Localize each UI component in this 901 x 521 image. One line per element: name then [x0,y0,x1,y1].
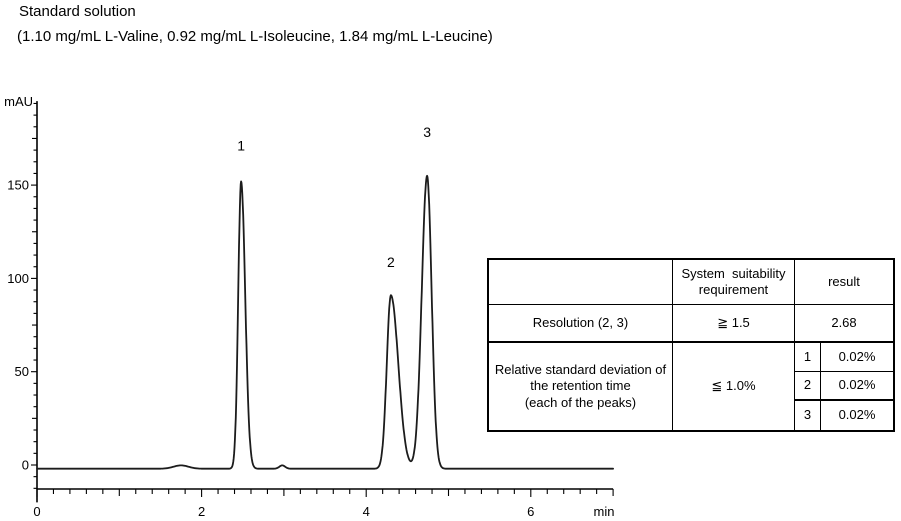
x-tick-label: 2 [198,504,205,519]
y-tick-label: 50 [15,364,29,379]
rsd-result-peak-2-value: 0.02% [821,372,893,401]
rsd-result-peak-2-number: 2 [795,372,821,401]
resolution-result: 2.68 [795,305,893,343]
peak-label: 2 [387,254,395,270]
y-tick-label: 150 [7,178,29,193]
rsd-label-text: Relative standard deviation of the reten… [494,362,667,410]
resolution-result-text: 2.68 [831,314,857,330]
y-tick-label: 100 [7,271,29,286]
page-title: Standard solution [19,3,136,20]
rsd-peak-1-value-text: 0.02% [838,348,876,364]
rsd-result-peak-3-number: 3 [795,401,821,430]
x-tick-label: 4 [363,504,370,519]
page-subtitle: (1.10 mg/mL L-Valine, 0.92 mg/mL L-Isole… [17,28,493,45]
rsd-result-subtable: 1 0.02% 2 0.02% 3 0.02% [795,343,893,430]
y-axis-ticks [31,102,37,489]
rsd-peak-2-number-text: 2 [803,377,812,393]
table-header-result-text: result [828,273,860,289]
rsd-result-peak-1-value: 0.02% [821,343,893,372]
table-header-empty [489,260,673,305]
y-axis-labels: 0 50 100 150 mAU [4,94,33,473]
resolution-row-label: Resolution (2, 3) [489,305,673,343]
peak-label: 3 [423,124,431,140]
chromatogram-trace [36,174,614,470]
x-tick-label: 6 [527,504,534,519]
y-axis-unit-label: mAU [4,94,33,109]
system-suitability-table: System suitability requirement result Re… [487,258,895,432]
rsd-peak-2-value-text: 0.02% [838,377,876,393]
x-axis-unit-label: min [594,504,615,519]
table-header-requirement: System suitability requirement [673,260,795,305]
rsd-peak-3-value-text: 0.02% [838,407,876,423]
rsd-result-peak-3-value: 0.02% [821,401,893,430]
table-header-result: result [795,260,893,305]
rsd-requirement: ≦ 1.0% [673,343,795,430]
peak-labels: 1 2 3 [237,124,431,270]
x-axis-ticks [36,489,614,497]
peak-label: 1 [237,137,245,153]
rsd-peak-1-number-text: 1 [803,348,812,364]
table-header-requirement-text: System suitability requirement [681,265,786,297]
rsd-peak-3-number-text: 3 [803,407,812,423]
rsd-result-peak-1-number: 1 [795,343,821,372]
rsd-requirement-text: ≦ 1.0% [711,378,756,394]
y-tick-label: 0 [22,458,29,473]
resolution-label-text: Resolution (2, 3) [532,314,629,330]
resolution-requirement: ≧ 1.5 [673,305,795,343]
resolution-requirement-text: ≧ 1.5 [717,314,750,330]
x-axis-labels: 0 2 4 6 min [33,504,614,519]
x-tick-label: 0 [33,504,40,519]
rsd-row-label: Relative standard deviation of the reten… [489,343,673,430]
